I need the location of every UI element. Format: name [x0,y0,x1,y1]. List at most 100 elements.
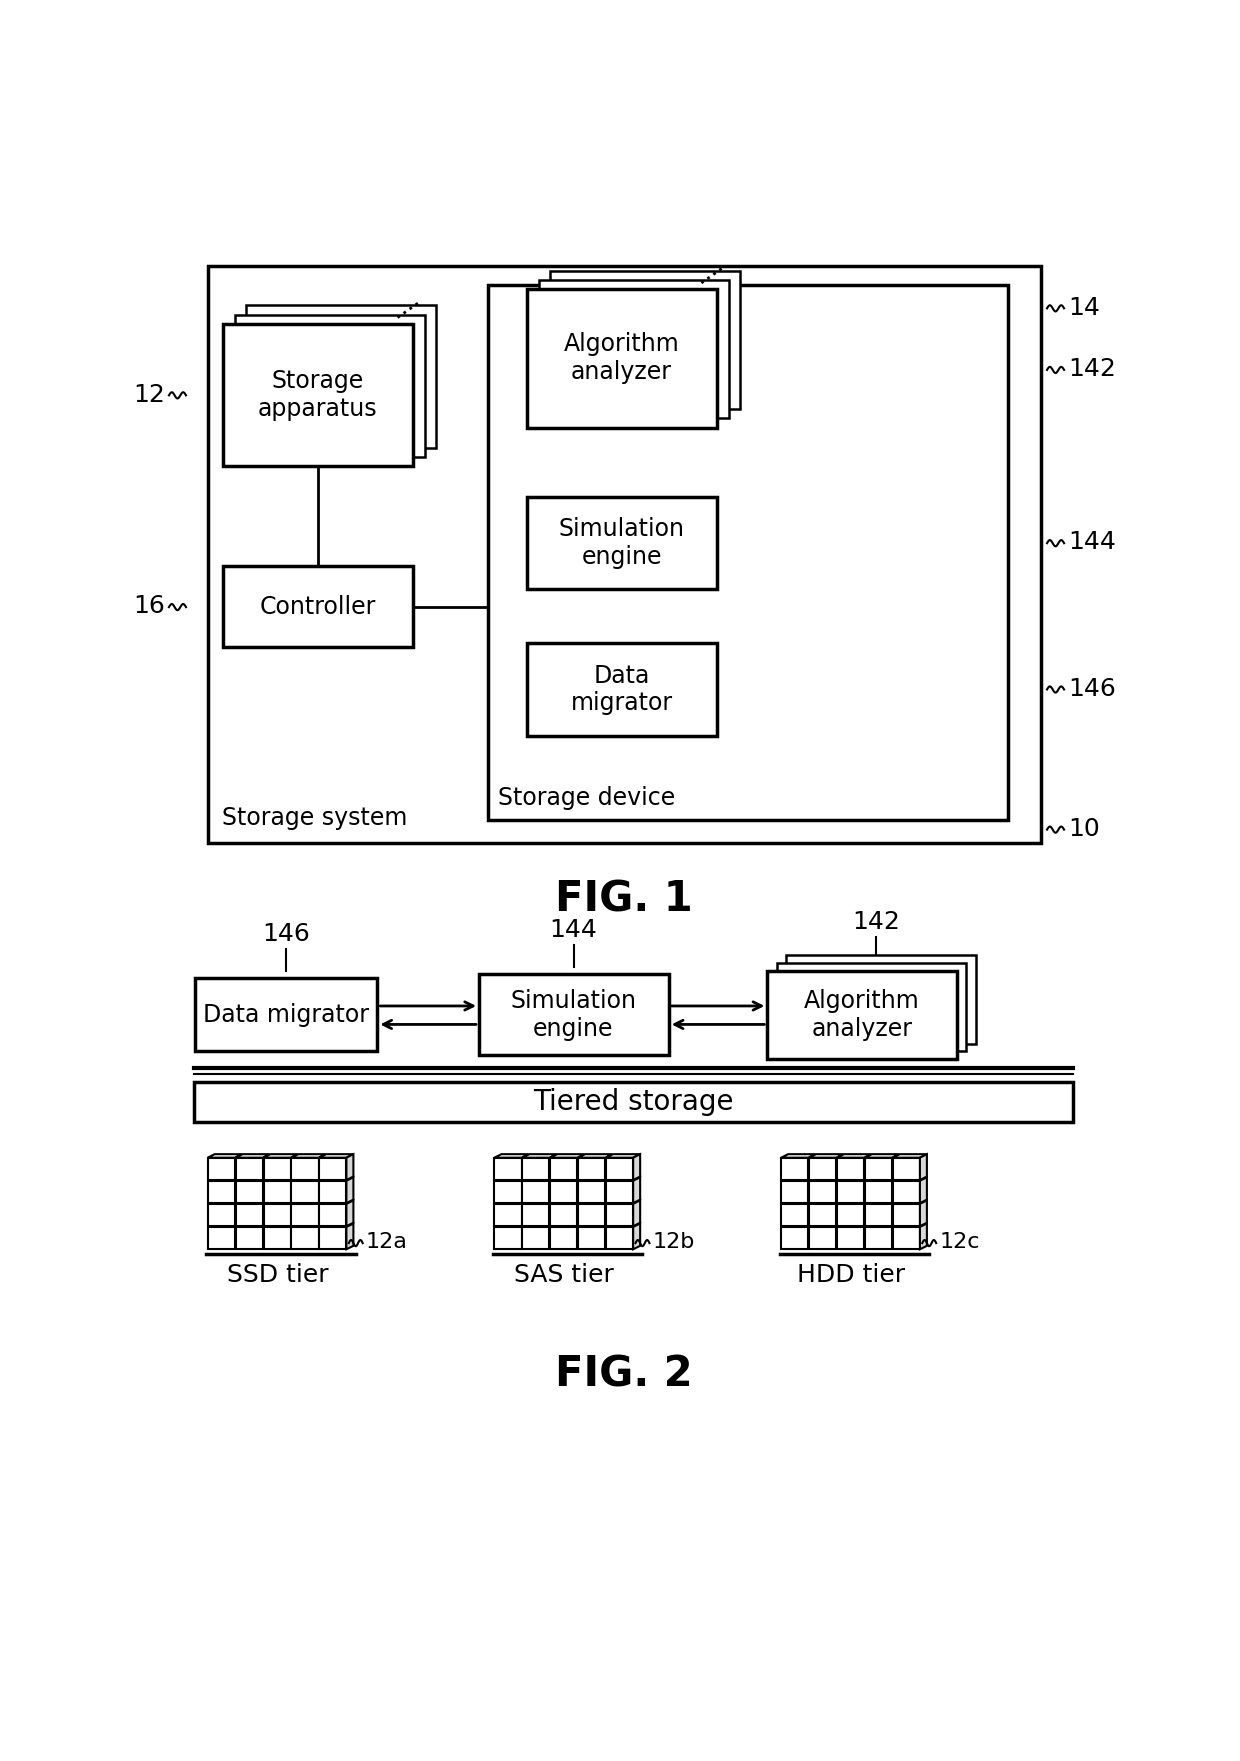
Bar [527,289,717,428]
Bar [236,1205,263,1226]
Polygon shape [495,1153,528,1157]
Polygon shape [578,1153,613,1157]
Bar [837,1227,864,1249]
Bar [207,1157,234,1180]
Polygon shape [634,1224,640,1249]
Bar [578,1180,605,1203]
Bar [263,1180,290,1203]
Bar [808,1180,836,1203]
Bar [495,1157,522,1180]
Bar [234,315,424,456]
Text: 12c: 12c [940,1233,980,1252]
Polygon shape [920,1153,926,1180]
Bar [781,1180,808,1203]
Bar [538,280,729,419]
Polygon shape [320,1153,353,1157]
Bar [207,1227,234,1249]
Text: Data
migrator: Data migrator [570,664,672,715]
Text: 142: 142 [852,910,900,933]
Text: Storage system: Storage system [222,805,407,829]
Text: Algorithm
analyzer: Algorithm analyzer [804,990,920,1041]
Bar [866,1157,892,1180]
Bar [893,1227,920,1249]
Bar [808,1227,836,1249]
Bar [837,1205,864,1226]
Bar [866,1205,892,1226]
Text: 14: 14 [1069,296,1101,319]
Text: Data migrator: Data migrator [203,1004,370,1027]
Bar [606,1205,634,1226]
Text: 144: 144 [1069,530,1116,555]
Bar [495,1180,522,1203]
Polygon shape [346,1153,353,1180]
Text: Simulation
engine: Simulation engine [558,518,684,569]
Text: 12b: 12b [652,1233,694,1252]
Text: 12: 12 [133,382,165,407]
Polygon shape [781,1153,816,1157]
Bar [578,1157,605,1180]
Bar [837,1180,864,1203]
Bar [320,1157,346,1180]
Text: 10: 10 [1069,817,1100,840]
Bar [236,1180,263,1203]
Bar [786,954,976,1044]
Bar [196,979,377,1051]
Bar [495,1205,522,1226]
Bar [551,1227,578,1249]
Polygon shape [346,1224,353,1249]
Bar [263,1205,290,1226]
Bar [808,1205,836,1226]
Polygon shape [207,1153,242,1157]
Polygon shape [346,1201,353,1226]
Bar [527,497,717,590]
Bar [236,1157,263,1180]
Text: 16: 16 [133,593,165,618]
Bar [893,1180,920,1203]
Text: FIG. 1: FIG. 1 [556,879,693,921]
Bar [551,271,740,409]
Bar [551,1205,578,1226]
Polygon shape [634,1178,640,1203]
Bar [223,324,413,467]
Bar [551,1157,578,1180]
Bar [291,1180,319,1203]
Bar [808,1157,836,1180]
Polygon shape [634,1153,640,1180]
Bar [479,974,668,1055]
Bar [606,1157,634,1180]
Polygon shape [837,1153,870,1157]
Bar [578,1227,605,1249]
Polygon shape [920,1201,926,1226]
Bar [866,1227,892,1249]
Bar [893,1157,920,1180]
Polygon shape [893,1153,926,1157]
Bar [207,1180,234,1203]
Bar [489,285,1007,821]
Polygon shape [920,1178,926,1203]
Bar [837,1157,864,1180]
Bar [578,1205,605,1226]
Bar [781,1157,808,1180]
Polygon shape [263,1153,298,1157]
Text: FIG. 2: FIG. 2 [556,1352,693,1395]
Bar [320,1180,346,1203]
Bar [236,1227,263,1249]
Text: Tiered storage: Tiered storage [533,1088,733,1116]
Text: Controller: Controller [259,595,376,620]
Bar [291,1205,319,1226]
Bar [776,963,966,1051]
Polygon shape [291,1153,325,1157]
Bar [522,1180,549,1203]
Bar [291,1157,319,1180]
Bar [866,1180,892,1203]
Bar [263,1227,290,1249]
Bar [207,1205,234,1226]
Bar [522,1227,549,1249]
Bar [606,1227,634,1249]
Bar [551,1180,578,1203]
Bar [223,567,413,646]
Text: HDD tier: HDD tier [797,1263,905,1287]
Bar [781,1205,808,1226]
Polygon shape [634,1201,640,1226]
Text: 146: 146 [1069,676,1116,701]
